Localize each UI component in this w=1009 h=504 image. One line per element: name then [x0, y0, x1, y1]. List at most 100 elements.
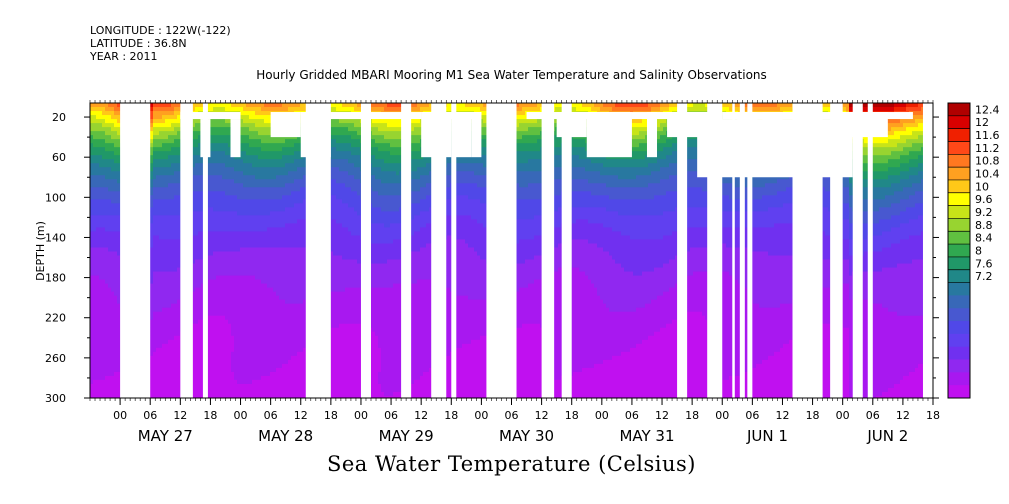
field-cell [174, 171, 178, 176]
field-cell [150, 319, 154, 325]
field-cell [159, 207, 163, 212]
field-cell [285, 195, 289, 200]
field-cell [177, 331, 181, 337]
field-cell [237, 371, 241, 377]
field-cell [225, 195, 229, 200]
field-cell [102, 387, 106, 393]
field-cell [282, 279, 286, 285]
field-cell [267, 111, 271, 116]
field-cell [219, 391, 223, 397]
field-cell [234, 311, 238, 317]
field-cell [105, 159, 109, 164]
field-cell [159, 391, 163, 397]
field-cell [153, 255, 157, 261]
field-cell [261, 203, 265, 208]
field-cell [222, 311, 226, 317]
field-cell [105, 335, 109, 341]
field-cell [177, 243, 181, 249]
field-cell [150, 163, 154, 168]
field-cell [117, 179, 121, 184]
field-cell [237, 215, 241, 220]
field-cell [210, 335, 214, 341]
field-cell [282, 379, 286, 385]
field-cell [246, 315, 250, 321]
field-cell [267, 131, 271, 136]
field-cell [198, 207, 202, 212]
field-cell [159, 179, 163, 184]
field-cell [279, 171, 283, 176]
field-cell [225, 123, 229, 128]
field-cell [267, 187, 271, 192]
field-cell [156, 287, 160, 293]
field-cell [114, 195, 118, 200]
field-cell [96, 331, 100, 337]
field-cell [216, 351, 220, 357]
field-cell [228, 151, 232, 156]
field-cell [159, 375, 163, 381]
field-cell [165, 295, 169, 301]
field-cell [198, 279, 202, 285]
field-cell [216, 323, 220, 329]
field-cell [228, 175, 232, 180]
field-cell [276, 363, 280, 369]
field-cell [207, 375, 211, 381]
field-cell [243, 327, 247, 333]
field-cell [159, 235, 163, 241]
field-cell [249, 159, 253, 164]
field-cell [213, 239, 217, 245]
field-cell [195, 219, 199, 225]
field-cell [168, 223, 172, 229]
field-cell [150, 195, 154, 200]
field-cell [270, 171, 274, 176]
field-cell [159, 167, 163, 172]
field-cell [105, 151, 109, 156]
field-cell [162, 311, 166, 317]
field-cell [198, 303, 202, 309]
field-cell [159, 187, 163, 192]
field-cell [171, 247, 175, 253]
field-cell [219, 303, 223, 309]
field-cell [174, 239, 178, 245]
field-cell [159, 291, 163, 297]
field-cell [156, 147, 160, 152]
field-cell [264, 283, 268, 289]
field-cell [93, 147, 97, 152]
field-cell [216, 319, 220, 325]
field-cell [225, 291, 229, 297]
field-cell [108, 271, 112, 277]
field-cell [234, 303, 238, 309]
field-cell [153, 171, 157, 176]
field-cell [102, 391, 106, 397]
field-cell [273, 159, 277, 164]
field-cell [288, 327, 292, 333]
field-cell [96, 291, 100, 297]
field-cell [219, 247, 223, 253]
field-cell [282, 211, 286, 216]
field-cell [237, 395, 241, 398]
field-cell [159, 279, 163, 285]
field-cell [174, 203, 178, 208]
field-cell [219, 227, 223, 233]
field-cell [282, 327, 286, 333]
field-cell [213, 231, 217, 237]
field-cell [177, 195, 181, 200]
field-cell [198, 123, 202, 128]
field-cell [174, 383, 178, 389]
field-cell [117, 103, 121, 108]
field-cell [117, 127, 121, 132]
field-cell [201, 355, 205, 361]
field-cell [237, 383, 241, 389]
field-cell [93, 175, 97, 180]
field-cell [273, 203, 277, 208]
field-cell [192, 103, 196, 108]
field-cell [117, 327, 121, 333]
field-cell [252, 155, 256, 160]
field-cell [270, 223, 274, 229]
field-cell [264, 367, 268, 373]
field-cell [246, 395, 250, 398]
field-cell [174, 175, 178, 180]
field-cell [201, 323, 205, 329]
field-cell [102, 179, 106, 184]
field-cell [255, 279, 259, 285]
field-cell [255, 215, 259, 220]
